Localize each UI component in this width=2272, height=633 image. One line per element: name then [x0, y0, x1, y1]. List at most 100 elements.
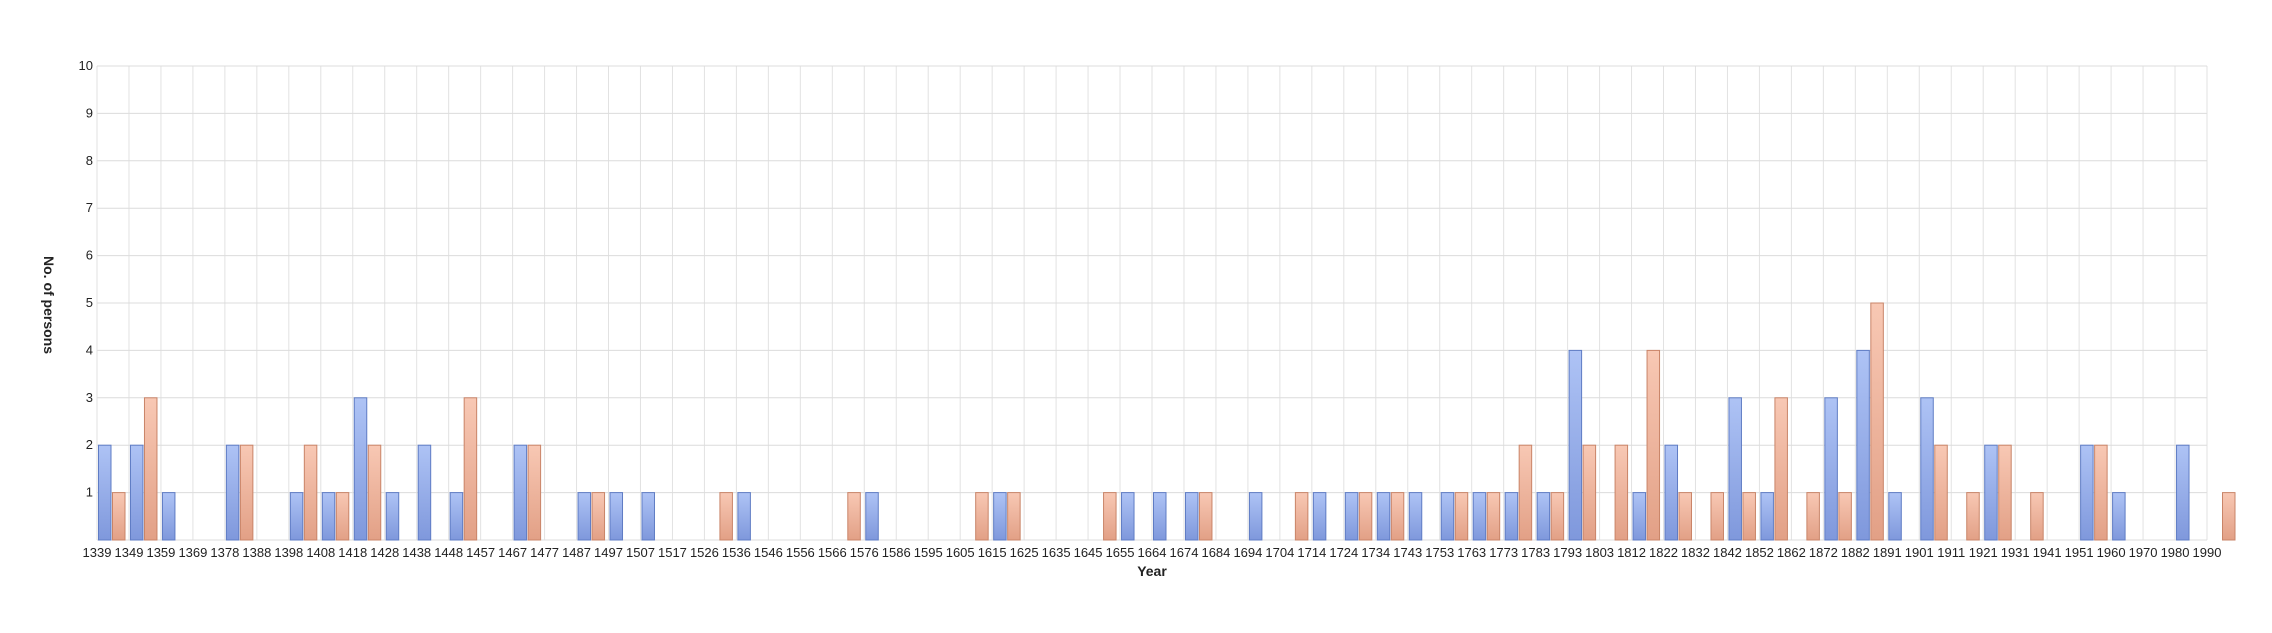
x-tick-label: 1497 [594, 545, 623, 560]
bar [1121, 492, 1135, 541]
bar [1153, 492, 1167, 541]
x-tick-label: 1970 [2129, 545, 2158, 560]
bar [463, 397, 478, 541]
x-tick-label: 1369 [178, 545, 207, 560]
bar [449, 492, 464, 541]
x-tick-label: 1536 [722, 545, 751, 560]
bar [335, 492, 350, 541]
bar [2112, 492, 2126, 541]
bar [1984, 444, 1998, 541]
bar [1440, 492, 1455, 541]
bar [1198, 492, 1213, 541]
x-tick-label: 1576 [850, 545, 879, 560]
bar [417, 444, 432, 541]
y-tick-label: 9 [86, 105, 93, 120]
bar [527, 444, 542, 541]
bar [1966, 492, 1980, 541]
bar [1920, 397, 1934, 541]
bar [353, 397, 368, 541]
x-tick-label: 1507 [626, 545, 655, 560]
x-tick-label: 1951 [2065, 545, 2094, 560]
x-tick-label: 1428 [370, 545, 399, 560]
bar [1248, 492, 1263, 541]
x-tick-label: 1388 [242, 545, 271, 560]
bar [1888, 492, 1902, 541]
x-tick-label: 1398 [274, 545, 303, 560]
x-tick-label: 1526 [690, 545, 719, 560]
bar [1518, 444, 1533, 541]
x-tick-label: 1911 [1937, 545, 1965, 560]
bar [1742, 492, 1756, 541]
x-tick-label: 1812 [1617, 545, 1646, 560]
x-tick-label: 1418 [338, 545, 367, 560]
x-tick-label: 1605 [946, 545, 975, 560]
y-tick-label: 8 [86, 153, 93, 168]
bar [1358, 492, 1373, 541]
x-tick-label: 1349 [115, 545, 144, 560]
bar [1614, 444, 1629, 541]
y-tick-label: 1 [86, 485, 93, 500]
bar [1582, 444, 1597, 541]
x-tick-label: 1921 [1969, 545, 1998, 560]
x-tick-label: 1901 [1905, 545, 1934, 560]
x-tick-label: 1822 [1649, 545, 1678, 560]
x-tick-label: 1645 [1074, 545, 1103, 560]
bar [1568, 349, 1583, 541]
bar [1678, 492, 1693, 541]
x-tick-label: 1882 [1841, 545, 1870, 560]
bar [1472, 492, 1487, 541]
y-tick-label: 6 [86, 248, 93, 263]
x-tick-label: 1467 [498, 545, 527, 560]
bar [1504, 492, 1519, 541]
bar [129, 444, 144, 541]
x-tick-label: 1941 [2033, 545, 2062, 560]
x-tick-label: 1635 [1042, 545, 1071, 560]
y-axis-title: No. of persons [41, 256, 57, 354]
x-tick-label: 1773 [1489, 545, 1518, 560]
bar [1806, 492, 1820, 541]
x-tick-label: 1743 [1393, 545, 1422, 560]
bar [143, 397, 158, 541]
bar [1856, 349, 1870, 541]
bar [161, 492, 176, 541]
x-tick-label: 1734 [1361, 545, 1390, 560]
x-tick-label: 1586 [882, 545, 911, 560]
bar [1664, 444, 1679, 541]
x-tick-label: 1595 [914, 545, 943, 560]
x-tick-label: 1694 [1233, 545, 1262, 560]
bars [98, 302, 2236, 541]
x-tick-label: 1378 [210, 545, 239, 560]
bar [1934, 444, 1948, 541]
bar [1870, 302, 1884, 541]
x-tick-label: 1477 [530, 545, 559, 560]
y-tick-label: 5 [86, 295, 93, 310]
bar [719, 492, 733, 541]
bar [1760, 492, 1774, 541]
x-tick-label: 1980 [2161, 545, 2190, 560]
x-tick-label: 1753 [1425, 545, 1454, 560]
bar [112, 492, 126, 541]
x-tick-label: 1546 [754, 545, 783, 560]
x-tick-label: 1556 [786, 545, 815, 560]
x-tick-label: 1615 [978, 545, 1007, 560]
bar [975, 492, 989, 541]
x-tick-label: 1359 [146, 545, 175, 560]
y-tick-label: 2 [86, 437, 93, 452]
bar [1390, 492, 1405, 541]
x-tick-label: 1438 [402, 545, 431, 560]
bar [2222, 492, 2236, 541]
bar [1408, 492, 1423, 541]
x-tick-label: 1714 [1297, 545, 1326, 560]
x-tick-label: 1517 [658, 545, 687, 560]
x-tick-label: 1566 [818, 545, 847, 560]
x-tick-label: 1487 [562, 545, 591, 560]
x-axis-title: Year [1137, 563, 1167, 579]
bar [591, 492, 606, 541]
x-tick-label: 1457 [466, 545, 495, 560]
x-tick-label: 1872 [1809, 545, 1838, 560]
bar [385, 492, 400, 541]
bar [2094, 444, 2108, 541]
